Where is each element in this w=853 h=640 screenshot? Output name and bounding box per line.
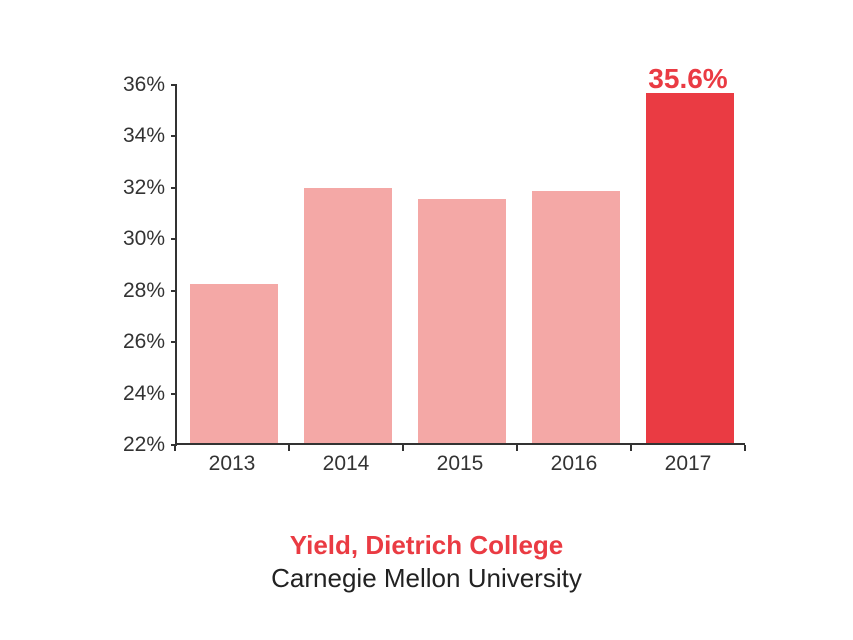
caption-title: Yield, Dietrich College xyxy=(0,530,853,561)
y-tick-label: 28% xyxy=(100,279,165,303)
bar-callout-label: 35.6% xyxy=(648,63,727,95)
yield-bar-chart: 22% 24% 26% 28% 30% 32% 34% 36% 2013 2014 2015 2016… xyxy=(100,70,760,490)
bar xyxy=(532,191,621,443)
x-tick-label: 2013 xyxy=(209,452,256,476)
y-tick-mark xyxy=(171,187,177,189)
x-tick-label: 2017 xyxy=(665,452,712,476)
y-tick-label: 26% xyxy=(100,330,165,354)
bar xyxy=(304,188,393,443)
x-tick-mark xyxy=(402,445,404,451)
y-tick-mark xyxy=(171,135,177,137)
y-tick-label: 32% xyxy=(100,176,165,200)
bar xyxy=(646,93,735,443)
y-tick-label: 34% xyxy=(100,124,165,148)
x-tick-mark xyxy=(288,445,290,451)
y-tick-label: 36% xyxy=(100,73,165,97)
plot-area xyxy=(175,85,745,445)
y-tick-mark xyxy=(171,290,177,292)
chart-caption: Yield, Dietrich College Carnegie Mellon … xyxy=(0,530,853,594)
bar xyxy=(190,284,279,443)
y-tick-mark xyxy=(171,393,177,395)
y-tick-label: 24% xyxy=(100,382,165,406)
x-tick-mark xyxy=(516,445,518,451)
x-tick-label: 2014 xyxy=(323,452,370,476)
y-tick-mark xyxy=(171,238,177,240)
y-tick-mark xyxy=(171,341,177,343)
caption-subtitle: Carnegie Mellon University xyxy=(0,563,853,594)
x-tick-mark xyxy=(630,445,632,451)
x-tick-mark xyxy=(174,445,176,451)
x-tick-mark xyxy=(744,445,746,451)
y-tick-mark xyxy=(171,84,177,86)
y-tick-label: 30% xyxy=(100,227,165,251)
x-tick-label: 2016 xyxy=(551,452,598,476)
y-tick-label: 22% xyxy=(100,433,165,457)
x-tick-label: 2015 xyxy=(437,452,484,476)
bar xyxy=(418,199,507,443)
